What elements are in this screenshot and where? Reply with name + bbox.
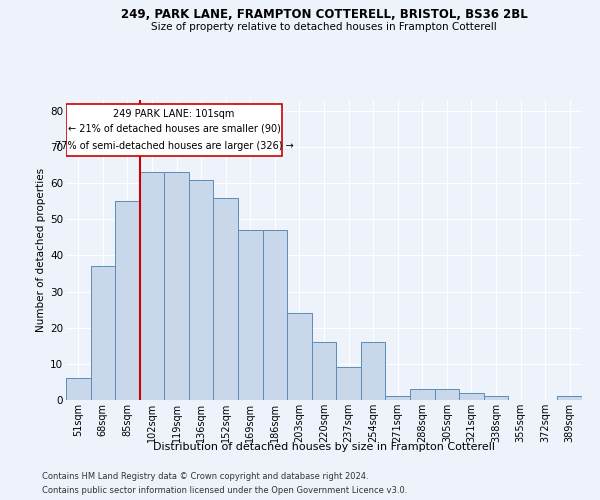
Bar	[238, 230, 263, 400]
Bar	[66, 378, 91, 400]
Bar	[557, 396, 582, 400]
Bar	[164, 172, 189, 400]
Bar	[287, 314, 312, 400]
Bar	[361, 342, 385, 400]
Bar	[115, 201, 140, 400]
FancyBboxPatch shape	[66, 104, 282, 156]
Text: Contains HM Land Registry data © Crown copyright and database right 2024.: Contains HM Land Registry data © Crown c…	[42, 472, 368, 481]
Text: 77% of semi-detached houses are larger (326) →: 77% of semi-detached houses are larger (…	[55, 140, 293, 150]
Bar	[312, 342, 336, 400]
Bar	[140, 172, 164, 400]
Bar	[189, 180, 214, 400]
Bar	[91, 266, 115, 400]
Bar	[385, 396, 410, 400]
Bar	[434, 389, 459, 400]
Bar	[263, 230, 287, 400]
Text: Size of property relative to detached houses in Frampton Cotterell: Size of property relative to detached ho…	[151, 22, 497, 32]
Text: Distribution of detached houses by size in Frampton Cotterell: Distribution of detached houses by size …	[153, 442, 495, 452]
Bar	[214, 198, 238, 400]
Text: 249 PARK LANE: 101sqm: 249 PARK LANE: 101sqm	[113, 109, 235, 119]
Text: 249, PARK LANE, FRAMPTON COTTERELL, BRISTOL, BS36 2BL: 249, PARK LANE, FRAMPTON COTTERELL, BRIS…	[121, 8, 527, 20]
Text: Contains public sector information licensed under the Open Government Licence v3: Contains public sector information licen…	[42, 486, 407, 495]
Bar	[459, 393, 484, 400]
Bar	[336, 368, 361, 400]
Bar	[484, 396, 508, 400]
Bar	[410, 389, 434, 400]
Y-axis label: Number of detached properties: Number of detached properties	[36, 168, 46, 332]
Text: ← 21% of detached houses are smaller (90): ← 21% of detached houses are smaller (90…	[68, 123, 281, 133]
